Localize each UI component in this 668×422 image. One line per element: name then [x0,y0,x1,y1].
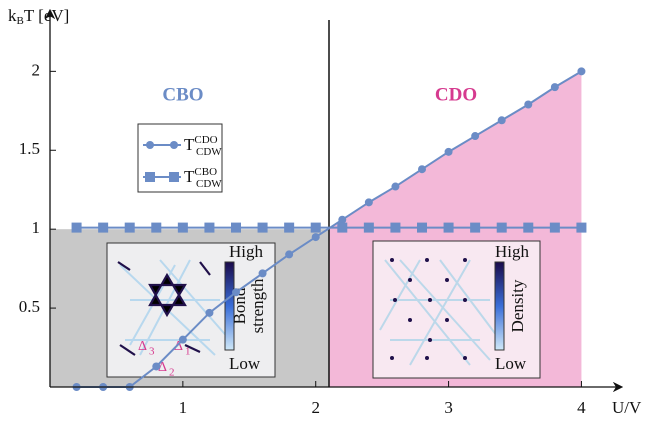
colorbar [494,261,505,351]
point [232,288,240,297]
point [338,215,347,224]
x-tick-label: 3 [444,398,453,417]
colorbar-label: Density [508,279,527,332]
lattice [379,259,501,366]
lattice-bonds [117,261,211,356]
y-tick-label: 1.5 [19,139,40,158]
legend-marker [146,141,154,149]
point [257,222,268,233]
legend-marker [170,141,178,149]
point [470,222,481,233]
point [98,222,109,233]
x-axis-label: U/V [612,398,642,417]
legend-marker [145,172,155,182]
point [285,250,294,259]
legend-label: TCBO CDW [184,166,222,190]
inset-frame [372,240,541,379]
point [524,100,533,109]
y-tick-label: 0.5 [19,297,40,316]
colorbar-low: Low [495,354,527,373]
delta-sub: 2 [169,367,175,379]
point [444,147,453,156]
delta-sub: 3 [149,346,155,358]
delta: Δ [138,339,147,354]
point [152,362,161,371]
colorbar-label: Bond [230,287,249,324]
point [418,165,426,174]
point [310,222,321,233]
y-tick-label: 1 [32,218,41,237]
point [71,222,82,233]
insets: High Low Bond strength Δ 3 Δ 1 Δ 2 High … [106,240,541,379]
point [311,233,320,242]
point [390,222,401,233]
plot [71,67,587,391]
point [471,132,480,141]
point [576,222,587,233]
point [550,83,559,92]
point [363,222,374,233]
point [337,222,348,233]
point [417,222,427,233]
region-label: CBO [162,84,203,105]
point [391,182,400,191]
point [205,308,214,317]
colorbar-high: High [229,242,264,261]
region-label: CDO [435,84,477,105]
delta-sub: 1 [185,346,191,358]
point [497,116,506,125]
legend-label: TCDO CDW [184,134,222,158]
lattice-sites [390,258,467,360]
delta: Δ [174,339,183,354]
delta-labels: Δ 3 Δ 1 Δ 2 [138,339,191,378]
point [258,269,267,278]
y-tick-label: 2 [32,60,41,79]
point [231,222,241,233]
colorbar [224,261,235,351]
point [124,222,135,233]
point [523,222,534,233]
point [178,335,187,344]
x-tick-label: 4 [577,398,586,417]
delta: Δ [158,360,167,375]
point [177,222,188,233]
point [364,198,373,207]
colorbar-label: strength [248,278,267,333]
point [284,222,295,233]
legend: TCDO CDW TCBO CDW [137,123,223,193]
point [577,67,586,76]
point [549,222,560,233]
legend-marker [169,172,179,182]
x-tick-label: 1 [179,398,188,417]
point [204,222,215,233]
point [151,222,162,233]
colorbar-low: Low [229,354,261,373]
y-axis-label: kBT [eV] [8,6,69,27]
x-tick-label: 2 [311,398,320,417]
point [443,222,454,233]
colorbar-high: High [495,242,530,261]
point [496,222,507,233]
